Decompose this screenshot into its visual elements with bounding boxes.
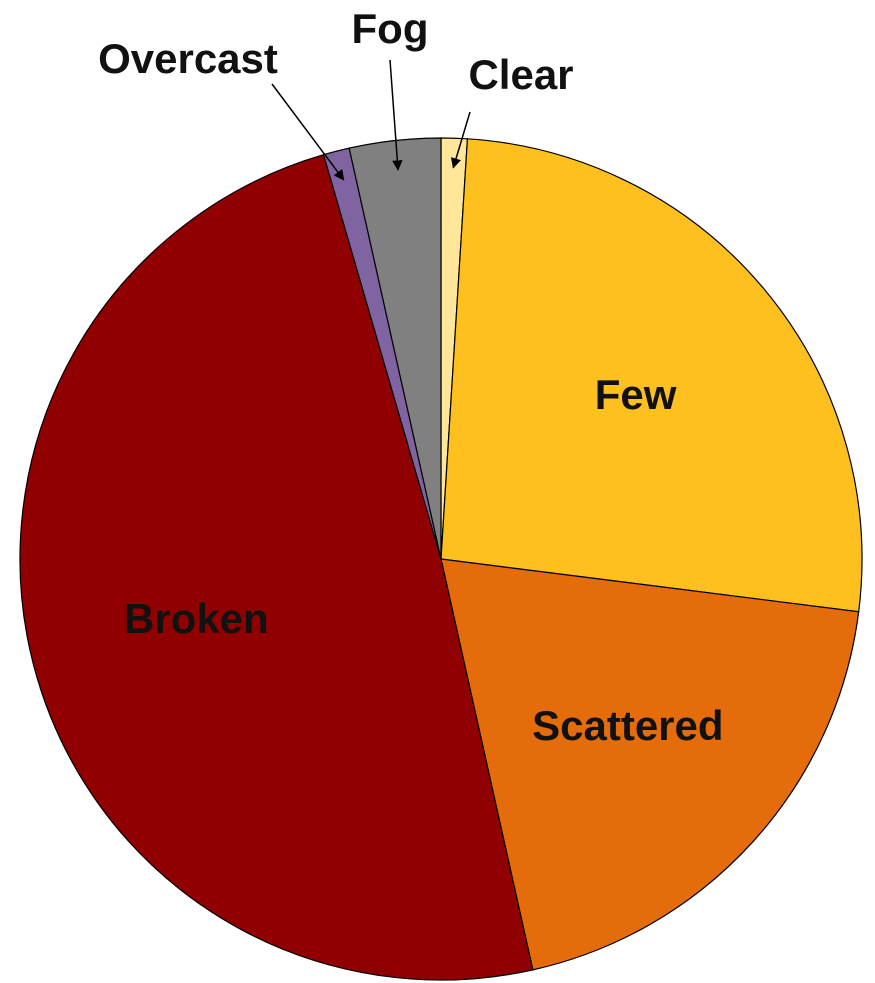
pie-slice [19,153,534,981]
label-arrow [389,59,403,171]
pie-slice [348,137,442,560]
slice-label: Fog [352,5,429,52]
pie-slice [440,138,863,613]
label-arrow [271,83,345,181]
slice-label: Overcast [98,35,278,82]
label-arrow [450,111,471,169]
slice-label: Clear [468,51,573,98]
slice-label: Scattered [532,702,723,749]
pie-slice [440,558,860,971]
slice-label: Broken [124,595,269,642]
slice-label: Few [595,371,677,418]
